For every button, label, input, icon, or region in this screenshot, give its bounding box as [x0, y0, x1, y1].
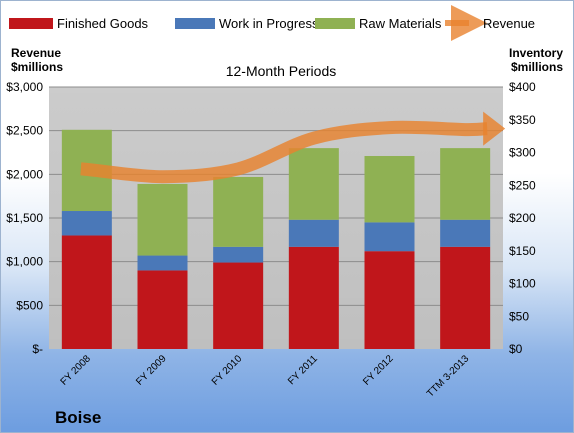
right-tick-label: $100 — [509, 277, 536, 291]
legend-swatch-work-in-progress — [175, 18, 215, 29]
bar-finished-goods[interactable] — [288, 246, 339, 349]
legend-label-work-in-progress: Work in Progress — [219, 16, 319, 31]
legend-item-revenue[interactable]: Revenue — [445, 5, 535, 41]
bar-raw-materials[interactable] — [364, 155, 415, 223]
bars — [61, 129, 491, 349]
right-tick-label: $0 — [509, 342, 523, 356]
right-axis-ticks: $0 $50 $100 $150 $200 $250 $300 $350 $400 — [509, 80, 536, 356]
legend-item-raw-materials[interactable]: Raw Materials — [315, 16, 442, 31]
left-tick-label: $3,000 — [6, 80, 43, 94]
right-axis-title-line-2: $millions — [511, 60, 563, 74]
left-tick-label: $1,500 — [6, 211, 43, 225]
revenue-line-layer — [80, 111, 506, 184]
bar-raw-materials[interactable] — [440, 148, 491, 220]
bar-work-in-progress[interactable] — [288, 219, 339, 247]
bar-raw-materials[interactable] — [213, 176, 264, 247]
right-tick-label: $250 — [509, 178, 536, 192]
left-tick-label: $1,000 — [6, 255, 43, 269]
legend: Finished Goods Work in Progress Raw Mate… — [9, 5, 535, 41]
right-tick-label: $350 — [509, 113, 536, 127]
bar-work-in-progress[interactable] — [61, 211, 112, 236]
left-tick-label: $2,000 — [6, 167, 43, 181]
bar-raw-materials[interactable] — [288, 148, 339, 220]
legend-label-raw-materials: Raw Materials — [359, 16, 442, 31]
bar-finished-goods[interactable] — [364, 251, 415, 349]
bar-finished-goods[interactable] — [61, 235, 112, 349]
category-label: TTM 3-2013 — [425, 353, 472, 400]
bar-finished-goods[interactable] — [137, 270, 188, 349]
legend-item-finished-goods[interactable]: Finished Goods — [9, 16, 149, 31]
company-label: Boise — [55, 408, 101, 427]
category-labels: FY 2008 FY 2009 FY 2010 FY 2011 FY 2012 TTM 3… — [59, 353, 472, 400]
legend-swatch-raw-materials — [315, 18, 355, 29]
category-label: FY 2010 — [210, 353, 245, 388]
left-tick-label: $500 — [16, 298, 43, 312]
left-tick-label: $- — [32, 342, 43, 356]
chart-title: 12-Month Periods — [226, 63, 337, 79]
bar-work-in-progress[interactable] — [364, 222, 415, 252]
right-tick-label: $150 — [509, 244, 536, 258]
legend-label-finished-goods: Finished Goods — [57, 16, 149, 31]
category-label: FY 2012 — [361, 353, 396, 388]
right-axis-title-line-1: Inventory — [509, 46, 563, 60]
category-label: FY 2009 — [134, 353, 169, 388]
legend-label-revenue: Revenue — [483, 16, 535, 31]
bar-work-in-progress[interactable] — [137, 255, 188, 271]
bar-raw-materials[interactable] — [137, 183, 188, 256]
legend-swatch-finished-goods — [9, 18, 53, 29]
left-tick-label: $2,500 — [6, 124, 43, 138]
bar-finished-goods[interactable] — [213, 262, 264, 349]
bar-finished-goods[interactable] — [440, 246, 491, 349]
right-tick-label: $400 — [509, 80, 536, 94]
bar-work-in-progress[interactable] — [440, 219, 491, 247]
right-tick-label: $300 — [509, 146, 536, 160]
left-axis-title-line-2: $millions — [11, 60, 63, 74]
legend-item-work-in-progress[interactable]: Work in Progress — [175, 16, 319, 31]
category-label: FY 2011 — [286, 353, 320, 387]
revenue-arrowhead — [483, 111, 506, 146]
left-axis-ticks: $- $500 $1,000 $1,500 $2,000 $2,500 $3,000 — [6, 80, 43, 356]
revenue-line[interactable] — [80, 120, 488, 184]
right-tick-label: $50 — [509, 309, 529, 323]
left-axis-title-line-1: Revenue — [11, 46, 61, 60]
right-tick-label: $200 — [509, 211, 536, 225]
bar-work-in-progress[interactable] — [213, 246, 264, 263]
category-label: FY 2008 — [59, 353, 94, 388]
